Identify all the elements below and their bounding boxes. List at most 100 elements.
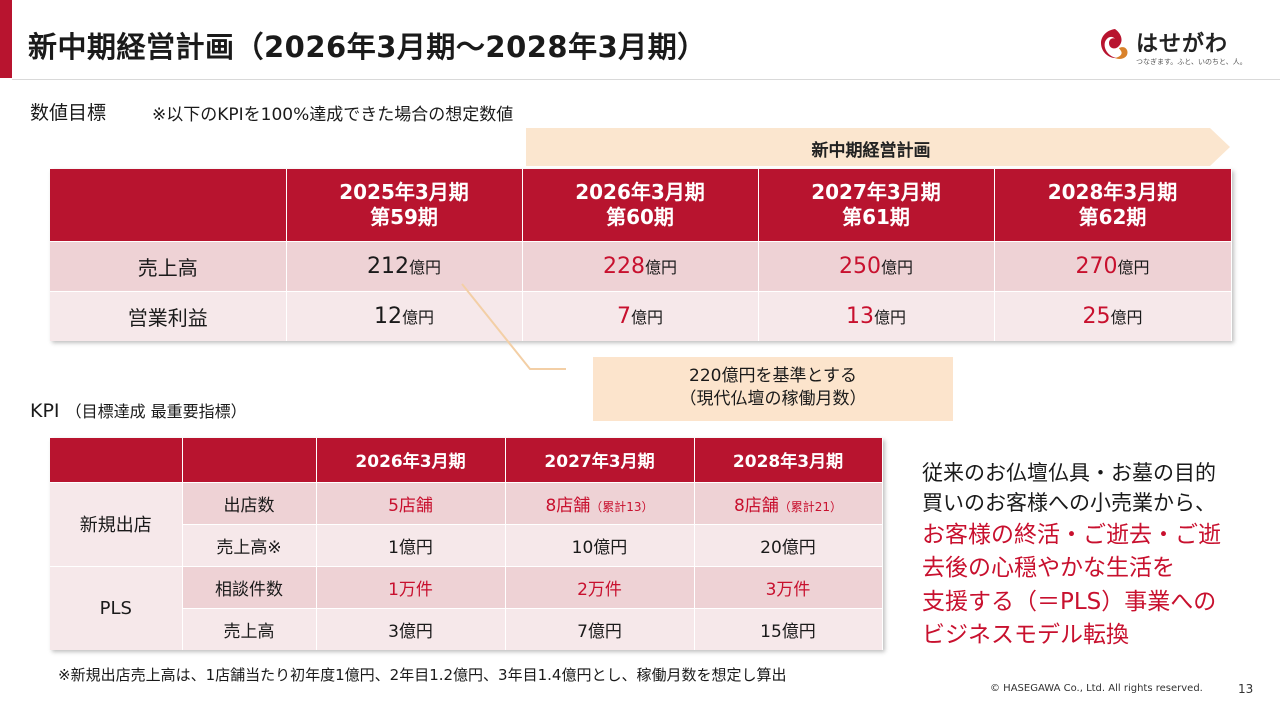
profit-value: 25 xyxy=(1082,303,1111,329)
logo-mark-icon xyxy=(1101,29,1128,59)
kpi-cell: 5店舗 xyxy=(316,481,506,524)
unit-label: 億円 xyxy=(1110,307,1143,327)
message-line-highlight: 支援する（＝PLS）事業への xyxy=(922,588,1217,615)
kpi-cell: 2万件 xyxy=(505,565,695,608)
sales-value-cell: 228億円 xyxy=(522,240,759,291)
table-row: 新規出店 出店数 5店舗 8店舗（累計13） 8店舗（累計21） xyxy=(50,481,883,566)
targets-header-row: 2025年3月期 第59期 2026年3月期 第60期 2027年3月期 第61期 2… xyxy=(50,169,1232,241)
group-label-new-stores: 新規出店 xyxy=(50,481,183,566)
kpi-cell: 8店舗（累計13） xyxy=(505,481,695,524)
logo-tagline: つなぎます。ふと、いのちと、人。 xyxy=(1136,58,1247,66)
kpi-value: 5店舗 xyxy=(388,495,433,516)
kpi-header-row: 2026年3月期 2027年3月期 2028年3月期 xyxy=(50,438,883,482)
business-model-message: 従来のお仏壇仏具・お墓の目的 買いのお客様への小売業から、 お客様の終活・ご逝去… xyxy=(922,458,1262,652)
kpi-value: 8店舗 xyxy=(733,495,779,516)
col-year: 2028年3月期 xyxy=(1047,179,1178,204)
kpi-col-header: 2028年3月期 xyxy=(694,438,883,482)
metric-label: 売上高※ xyxy=(182,523,317,566)
page-number: 13 xyxy=(1238,682,1254,696)
col-term: 第60期 xyxy=(606,204,674,229)
profit-value: 13 xyxy=(845,303,874,329)
unit-label: 億円 xyxy=(1117,257,1150,277)
unit-label: 億円 xyxy=(630,307,663,327)
table-row-sales: 売上高 212億円 228億円 250億円 270億円 xyxy=(50,240,1232,291)
targets-heading: 数値目標 xyxy=(30,102,107,124)
plan-period-arrow xyxy=(526,128,1230,166)
unit-label: 億円 xyxy=(880,257,913,277)
kpi-col-header: 2027年3月期 xyxy=(505,438,695,482)
metric-label: 出店数 xyxy=(182,481,317,524)
logo-name: はせがわ xyxy=(1136,32,1229,57)
kpi-subheading: （目標達成 最重要指標） xyxy=(65,402,247,421)
kpi-subvalue: （累計13） xyxy=(590,499,654,514)
profit-value-cell: 7億円 xyxy=(522,290,759,341)
col-year: 2025年3月期 xyxy=(339,179,469,204)
targets-col-header: 2026年3月期 第60期 xyxy=(522,169,759,241)
kpi-cell: 1億円 xyxy=(316,523,506,566)
plan-period-label: 新中期経営計画 xyxy=(811,141,931,161)
sales-value-cell: 212億円 xyxy=(286,240,523,291)
kpi-cell: 10億円 xyxy=(505,523,695,566)
kpi-cell: 15億円 xyxy=(694,607,883,650)
row-label-operating-profit: 営業利益 xyxy=(50,290,287,341)
footnote: ※新規出店売上高は、1店舗当たり初年度1億円、2年目1.2億円、3年目1.4億円… xyxy=(58,666,787,684)
row-label-sales: 売上高 xyxy=(50,240,287,291)
sales-value: 212 xyxy=(366,253,409,279)
message-line: 従来のお仏壇仏具・お墓の目的 xyxy=(922,461,1216,485)
unit-label: 億円 xyxy=(401,307,434,327)
title-accent-bar xyxy=(0,0,12,78)
kpi-corner-cell xyxy=(50,438,183,482)
copyright: © HASEGAWA Co., Ltd. All rights reserved… xyxy=(990,683,1203,694)
page-title: 新中期経営計画（2026年3月期～2028年3月期） xyxy=(28,30,707,64)
targets-col-header: 2028年3月期 第62期 xyxy=(994,169,1232,241)
profit-value-cell: 25億円 xyxy=(994,290,1232,341)
table-row: PLS 相談件数 1万件 2万件 3万件 xyxy=(50,565,883,650)
title-divider xyxy=(12,79,1280,80)
sales-value-cell: 270億円 xyxy=(994,240,1232,291)
message-line-highlight: 去後の心穏やかな生活を xyxy=(922,555,1175,582)
targets-note: ※以下のKPIを100%達成できた場合の想定数値 xyxy=(152,105,514,125)
table-row: 売上高※ 1億円 10億円 20億円 xyxy=(50,523,883,566)
kpi-cell: 1万件 xyxy=(316,565,506,608)
profit-value: 7 xyxy=(616,303,631,329)
sales-value: 228 xyxy=(602,253,645,279)
sales-value: 250 xyxy=(838,253,881,279)
col-year: 2026年3月期 xyxy=(575,179,705,204)
message-line-highlight: お客様の終活・ご逝去・ご逝 xyxy=(922,521,1221,548)
sales-value: 270 xyxy=(1075,253,1118,279)
message-line-highlight: ビジネスモデル転換 xyxy=(922,621,1129,648)
kpi-corner-cell xyxy=(182,438,317,482)
unit-label: 億円 xyxy=(644,257,677,277)
targets-table: 2025年3月期 第59期 2026年3月期 第60期 2027年3月期 第61期 2… xyxy=(50,169,1232,341)
col-term: 第61期 xyxy=(842,204,910,229)
kpi-cell: 20億円 xyxy=(694,523,883,566)
col-year: 2027年3月期 xyxy=(811,179,941,204)
kpi-value: 8店舗 xyxy=(545,495,591,516)
company-logo: はせがわ つなぎます。ふと、いのちと、人。 xyxy=(1096,26,1266,72)
col-term: 第62期 xyxy=(1078,204,1147,229)
targets-col-header: 2025年3月期 第59期 xyxy=(286,169,523,241)
table-row: 売上高 3億円 7億円 15億円 xyxy=(50,607,883,650)
kpi-heading-text: KPI xyxy=(30,400,60,422)
col-term: 第59期 xyxy=(370,204,438,229)
kpi-cell: 3万件 xyxy=(694,565,883,608)
targets-corner-cell xyxy=(50,169,287,241)
profit-value-cell: 12億円 xyxy=(286,290,523,341)
kpi-subvalue: （累計21） xyxy=(778,499,843,514)
metric-label: 売上高 xyxy=(182,607,317,650)
unit-label: 億円 xyxy=(408,257,441,277)
message-line: 買いのお客様への小売業から、 xyxy=(922,491,1216,516)
baseline-callout: 220億円を基準とする （現代仏壇の稼働月数） xyxy=(593,357,953,421)
table-row-operating-profit: 営業利益 12億円 7億円 13億円 25億円 xyxy=(50,290,1232,341)
metric-label: 相談件数 xyxy=(182,565,317,608)
kpi-cell: 8店舗（累計21） xyxy=(694,481,883,524)
unit-label: 億円 xyxy=(873,307,906,327)
targets-col-header: 2027年3月期 第61期 xyxy=(758,169,995,241)
profit-value-cell: 13億円 xyxy=(758,290,995,341)
kpi-heading: KPI （目標達成 最重要指標） xyxy=(30,398,247,422)
profit-value: 12 xyxy=(373,303,402,329)
kpi-cell: 3億円 xyxy=(316,607,506,650)
sales-value-cell: 250億円 xyxy=(758,240,995,291)
callout-line-1: 220億円を基準とする xyxy=(689,366,857,386)
kpi-col-header: 2026年3月期 xyxy=(316,438,506,482)
